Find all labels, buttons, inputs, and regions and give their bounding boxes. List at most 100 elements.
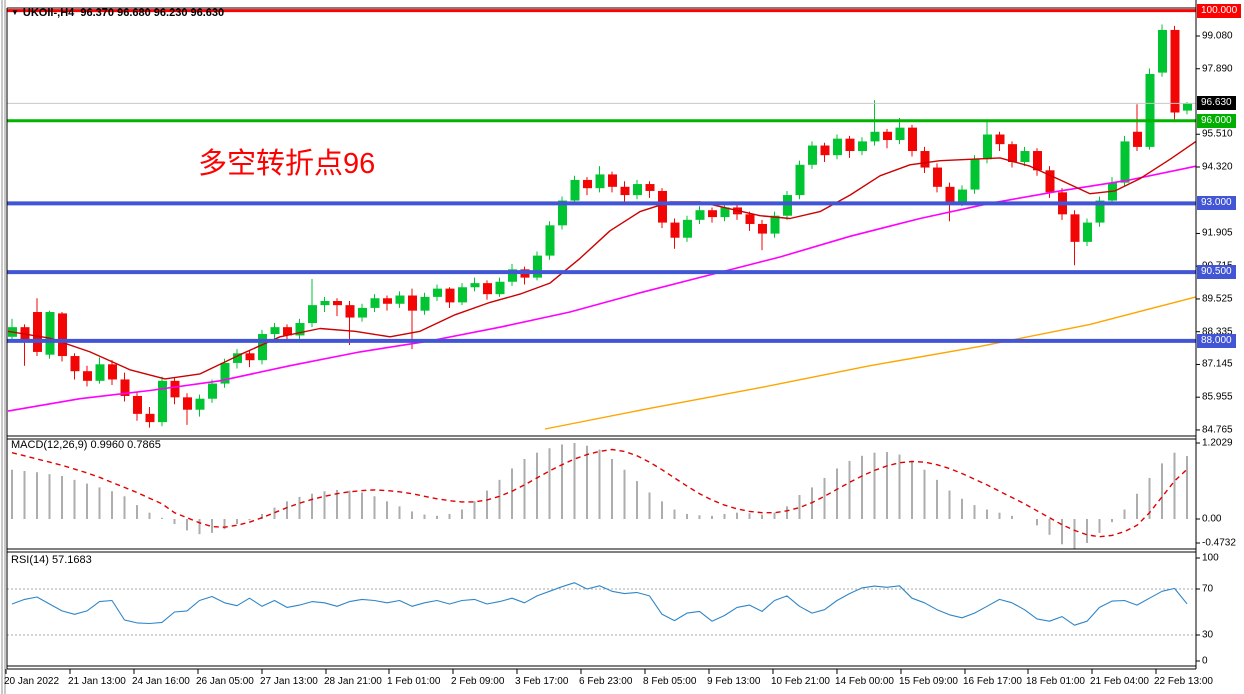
candle-body <box>270 327 280 335</box>
rsi-tick-label: 30 <box>1202 629 1214 641</box>
candle-body <box>395 295 405 304</box>
candle-body <box>558 200 567 226</box>
price-tick-label: 95.510 <box>1202 128 1233 140</box>
candle-body <box>333 301 342 306</box>
candle-body <box>908 127 917 152</box>
candle-body <box>108 364 117 380</box>
macd-signal-line <box>11 448 1188 538</box>
time-label: 14 Feb 00:00 <box>835 676 894 687</box>
chart-title-row: ▼ UKOIl-,H4 96.370 96.680 96.230 96.630 <box>11 7 224 19</box>
time-label: 26 Jan 05:00 <box>196 676 254 687</box>
candle-body <box>445 288 455 303</box>
candle-body <box>720 207 730 218</box>
price-tick-label: 97.890 <box>1202 63 1233 75</box>
time-label: 21 Feb 04:00 <box>1090 676 1149 687</box>
candle-body <box>1183 103 1192 111</box>
annotation-text[interactable]: 多空转折点96 <box>198 148 376 180</box>
price-tick-label: 89.525 <box>1202 293 1233 305</box>
chart-title: UKOIl-,H4 <box>22 7 75 19</box>
price-badge-88.000: 88.000 <box>1197 333 1236 348</box>
candle-body <box>420 296 430 311</box>
time-label: 16 Feb 17:00 <box>963 676 1022 687</box>
candle-body <box>983 134 992 160</box>
price-tick-label: 99.080 <box>1202 30 1233 42</box>
ma-orange-line <box>544 296 1197 430</box>
candle-body <box>808 145 817 165</box>
candle-body <box>1008 144 1017 163</box>
candle-body <box>33 312 42 352</box>
price-badge-96.000: 96.000 <box>1197 113 1236 128</box>
candle-body <box>183 397 192 410</box>
candle-body <box>83 371 92 381</box>
candle-body <box>408 295 417 311</box>
ma-magenta-line <box>7 165 1197 412</box>
price-tick-label: 84.765 <box>1202 424 1233 436</box>
candle-body <box>158 380 167 423</box>
symbol-marker-icon: ▼ <box>11 8 19 17</box>
time-label: 21 Jan 13:00 <box>68 676 126 687</box>
candle-body <box>708 210 717 218</box>
candle-body <box>483 283 492 295</box>
ohlc-values: 96.370 96.680 96.230 96.630 <box>80 7 225 19</box>
candle-body <box>370 298 380 308</box>
candle-body <box>795 164 805 196</box>
price-badge-93.000: 93.000 <box>1197 196 1236 211</box>
candle-body <box>820 145 830 156</box>
rsi-label: RSI(14) 57.1683 <box>11 554 92 566</box>
candle-body <box>645 184 655 191</box>
candle-body <box>1145 73 1155 147</box>
candle-body <box>70 356 80 372</box>
price-tick-label: 88.335 <box>1202 326 1233 338</box>
candle-body <box>545 225 555 256</box>
time-label: 8 Feb 05:00 <box>643 676 697 687</box>
time-label: 9 Feb 13:00 <box>707 676 761 687</box>
candle-body <box>1095 200 1105 223</box>
candle-body <box>608 174 617 187</box>
macd-tick-label: 0.00 <box>1202 513 1222 525</box>
candle-body <box>783 195 792 216</box>
candle-body <box>1158 29 1167 73</box>
candle-body <box>1045 170 1055 193</box>
candle-body <box>145 413 155 423</box>
candle-body <box>570 179 580 201</box>
candle-body <box>45 312 55 355</box>
candle-body <box>383 298 392 304</box>
candle-body <box>1083 222 1092 242</box>
candle-body <box>1020 151 1030 163</box>
candle-body <box>308 305 317 324</box>
candle-body <box>883 131 892 141</box>
price-tick-label: 91.905 <box>1202 227 1233 239</box>
candle-body <box>933 167 942 187</box>
rsi-line <box>11 582 1188 626</box>
time-label: 28 Jan 21:00 <box>324 676 382 687</box>
macd-tick-label: 1.2029 <box>1202 437 1233 449</box>
candle-body <box>58 313 67 357</box>
candle-body <box>258 334 267 361</box>
time-label: 2 Feb 09:00 <box>451 676 505 687</box>
candle-body <box>245 353 255 361</box>
rsi-tick-label: 70 <box>1202 583 1214 595</box>
candle-body <box>195 398 205 410</box>
ma-red-line <box>7 140 1197 380</box>
time-label: 15 Feb 09:00 <box>899 676 958 687</box>
time-label: 22 Feb 13:00 <box>1154 676 1213 687</box>
time-label: 10 Feb 21:00 <box>771 676 830 687</box>
candle-body <box>770 215 780 234</box>
candle-body <box>845 138 855 152</box>
candle-body <box>745 214 755 224</box>
candle-body <box>220 362 230 384</box>
candle-body <box>858 141 867 152</box>
macd-label: MACD(12,26,9) 0.9960 0.7865 <box>11 439 161 451</box>
candle-body <box>1120 141 1130 183</box>
candle-body <box>1033 151 1042 171</box>
candle-body <box>695 210 705 220</box>
candle-body <box>670 222 680 238</box>
candle-body <box>583 179 592 189</box>
candle-body <box>970 159 980 190</box>
price-badge-90.500: 90.500 <box>1197 265 1236 280</box>
candle-body <box>95 364 105 381</box>
candle-body <box>595 174 605 189</box>
candle-body <box>208 383 217 399</box>
candle-body <box>170 380 180 398</box>
